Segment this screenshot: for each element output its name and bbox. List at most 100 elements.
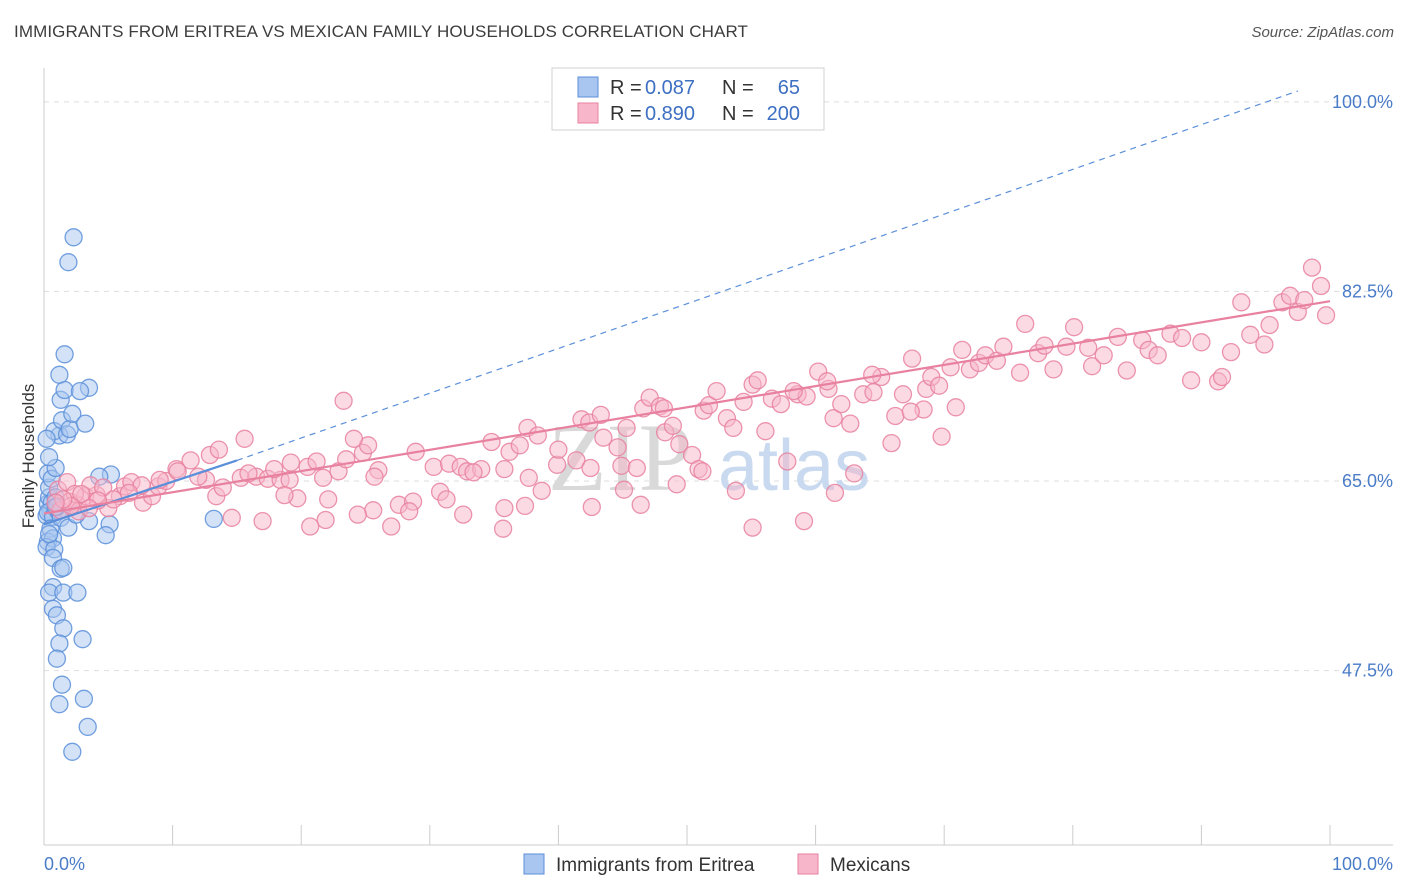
- mexicans-point: [724, 418, 743, 438]
- mexicans-point: [1302, 258, 1322, 277]
- mexicans-point: [364, 501, 383, 520]
- legend-n-value-mexicans: 200: [767, 103, 800, 125]
- mexicans-point: [319, 490, 338, 509]
- eritrea-point: [52, 675, 72, 694]
- mexicans-point: [994, 337, 1013, 356]
- x-tick-label-min: 0.0%: [44, 854, 85, 874]
- mexicans-point: [627, 458, 646, 478]
- mexicans-point: [1172, 328, 1192, 348]
- mexicans-point: [832, 394, 851, 414]
- eritrea-point: [50, 365, 69, 384]
- mexicans-point: [824, 409, 843, 428]
- mexicans-point: [953, 340, 972, 360]
- mexicans-point: [670, 435, 689, 454]
- mexicans-point: [902, 349, 922, 368]
- mexicans-point: [495, 459, 514, 479]
- mexicans-point: [778, 452, 797, 471]
- mexicans-point: [510, 436, 529, 455]
- mexicans-point: [726, 481, 746, 500]
- mexicans-point: [614, 480, 634, 499]
- mexicans-point: [581, 458, 600, 478]
- eritrea-point: [39, 448, 59, 467]
- mexicans-point: [1082, 357, 1102, 376]
- eritrea-point: [55, 380, 74, 400]
- mexicans-point: [693, 462, 712, 481]
- eritrea-point: [74, 689, 94, 708]
- mexicans-point: [547, 455, 567, 474]
- mexicans-point: [1117, 361, 1136, 380]
- mexicans-point: [893, 385, 913, 404]
- mexicans-point: [495, 498, 514, 518]
- mexicans-point: [1064, 318, 1084, 337]
- mexicans-point: [617, 418, 636, 438]
- mexicans-point: [864, 383, 883, 402]
- mexicans-point: [1232, 293, 1251, 312]
- mexicans-point: [532, 481, 551, 500]
- mexicans-point: [1221, 342, 1241, 362]
- eritrea-point: [59, 253, 78, 272]
- legend-swatch-mexicans: [577, 102, 599, 124]
- mexicans-point: [941, 358, 960, 377]
- correlation-legend: R = 0.087 N = 65 R = 0.890 N = 200: [551, 67, 825, 131]
- y-tick-label: 65.0%: [1342, 471, 1393, 491]
- mexicans-point: [464, 463, 483, 482]
- legend-r-label-mexicans: R =: [610, 103, 642, 125]
- mexicans-point: [663, 416, 683, 435]
- mexicans-point: [400, 502, 419, 521]
- mexicans-point: [1016, 314, 1035, 334]
- mexicans-point: [209, 440, 229, 459]
- mexicans-point: [794, 511, 814, 531]
- mexicans-point: [608, 438, 627, 457]
- mexicans-point: [72, 484, 91, 504]
- eritrea-point: [70, 381, 90, 401]
- mexicans-point: [424, 457, 443, 477]
- mexicans-point: [382, 517, 401, 536]
- bottom-legend-swatch-mexicans: [797, 853, 819, 875]
- mexicans-point: [515, 496, 535, 516]
- mexicans-point: [1311, 276, 1331, 296]
- mexicans-point: [253, 511, 272, 531]
- series-legend: Immigrants from Eritrea Mexicans: [523, 853, 910, 876]
- mexicans-point: [825, 483, 845, 503]
- mexicans-point: [281, 453, 301, 472]
- eritrea-point: [50, 634, 69, 653]
- mexicans-point: [594, 428, 613, 447]
- mexicans-point: [213, 478, 232, 497]
- eritrea-point: [39, 524, 59, 544]
- mexicans-point: [549, 440, 568, 459]
- eritrea-point: [47, 649, 67, 668]
- mexicans-point: [845, 464, 864, 483]
- mexicans-point: [301, 517, 320, 536]
- mexicans-point: [841, 414, 860, 433]
- mexicans-point: [654, 399, 674, 418]
- eritrea-point: [63, 404, 82, 423]
- mexicans-point: [275, 485, 294, 505]
- legend-n-label-mexicans: N =: [722, 103, 754, 125]
- mexicans-point: [818, 372, 837, 391]
- mexicans-point: [1241, 325, 1260, 344]
- mexicans-point: [1079, 338, 1098, 357]
- eritrea-point: [73, 630, 92, 649]
- mexicans-point: [567, 451, 586, 470]
- mexicans-point: [932, 427, 951, 446]
- mexicans-point: [612, 456, 631, 475]
- mexicans-point: [1044, 360, 1063, 379]
- mexicans-point: [437, 490, 456, 509]
- mexicans-point: [667, 475, 686, 494]
- mexicans-point: [348, 505, 367, 524]
- mexicans-point: [771, 394, 791, 414]
- mexicans-point: [582, 497, 601, 517]
- mexicans-point: [334, 391, 353, 410]
- mexicans-point: [743, 518, 762, 537]
- mexicans-point: [707, 381, 726, 401]
- mexicans-point: [181, 451, 200, 470]
- mexicans-point: [631, 495, 650, 514]
- trend-line: [236, 90, 1299, 461]
- bottom-legend-label-mexicans: Mexicans: [830, 855, 910, 876]
- mexicans-point: [1035, 336, 1054, 355]
- mexicans-point: [344, 429, 364, 448]
- y-tick-labels: 47.5% 65.0% 82.5% 100.0%: [1332, 92, 1393, 681]
- mexicans-point: [235, 429, 254, 448]
- y-tick-label: 100.0%: [1332, 92, 1393, 112]
